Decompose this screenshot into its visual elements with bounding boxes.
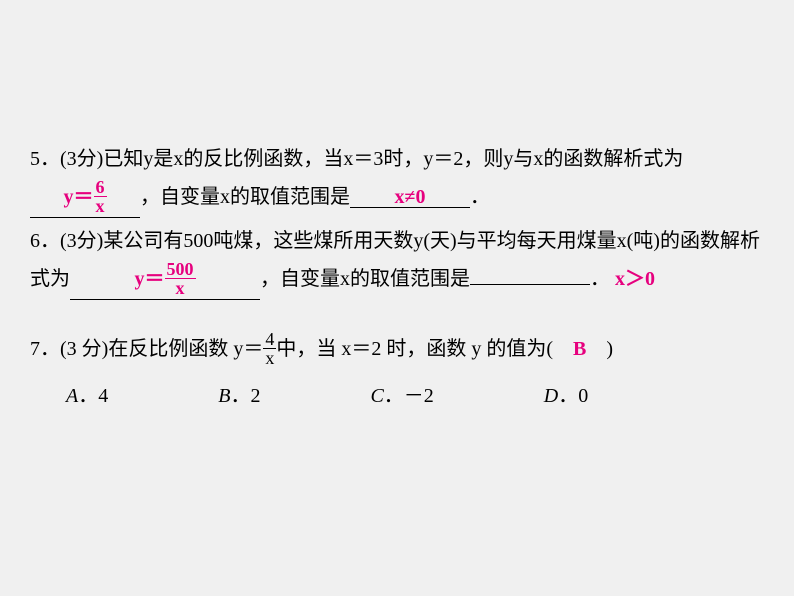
question-7: 7．(3 分)在反比例函数 y＝4x中，当 x＝2 时，函数 y 的值为( B … xyxy=(30,330,764,415)
question-5: 5．(3分)已知y是x的反比例函数，当x＝3时，y＝2，则y与x的函数解析式为 … xyxy=(30,140,764,218)
option-label: C xyxy=(370,385,383,407)
option-label: A xyxy=(66,385,78,407)
q5-text-prefix: 5．(3分)已知y是x的反比例函数，当x＝3时，y＝2，则y与x的函数解析式为 xyxy=(30,148,683,170)
question-6: 6．(3分)某公司有500吨煤，这些煤所用天数y(天)与平均每天用煤量x(吨)的… xyxy=(30,222,764,300)
fraction: 4x xyxy=(263,330,276,367)
q6-blank-2 xyxy=(470,284,590,285)
option-c: C．－2 xyxy=(370,377,433,415)
q5-answer-1: y＝6x xyxy=(64,186,107,208)
fraction: 6x xyxy=(94,178,107,215)
option-a: A．4 xyxy=(66,377,108,415)
q7-stem: 7．(3 分)在反比例函数 y＝4x中，当 x＝2 时，函数 y 的值为( B … xyxy=(30,330,764,369)
q5-text-suffix: ． xyxy=(470,186,490,208)
q6-blank-1: y＝500x xyxy=(70,262,260,300)
q5-answer-2: x≠0 xyxy=(395,186,426,208)
option-b: B．2 xyxy=(218,377,260,415)
q6-answer-2: x＞0 xyxy=(615,268,655,290)
q7-text-prefix: 7．(3 分)在反比例函数 y＝ xyxy=(30,338,263,360)
q7-text-suffix: 中，当 x＝2 时，函数 y 的值为( xyxy=(276,338,573,360)
option-d: D．0 xyxy=(544,377,588,415)
q5-text-mid: ，自变量x的取值范围是 xyxy=(140,186,350,208)
q5-blank-2: x≠0 xyxy=(350,187,470,208)
q6-text-mid: ，自变量x的取值范围是 xyxy=(260,268,470,290)
fraction: 500x xyxy=(165,260,196,297)
q7-correct-answer: B xyxy=(573,338,586,360)
q6-text-suffix: ． xyxy=(590,268,610,290)
option-label: B xyxy=(218,385,230,407)
q7-text-suffix2: ) xyxy=(586,338,613,360)
q5-blank-1: y＝6x xyxy=(30,180,140,218)
q6-answer-1: y＝500x xyxy=(135,268,196,290)
q7-options: A．4 B．2 C．－2 D．0 xyxy=(30,377,764,415)
option-label: D xyxy=(544,385,558,407)
